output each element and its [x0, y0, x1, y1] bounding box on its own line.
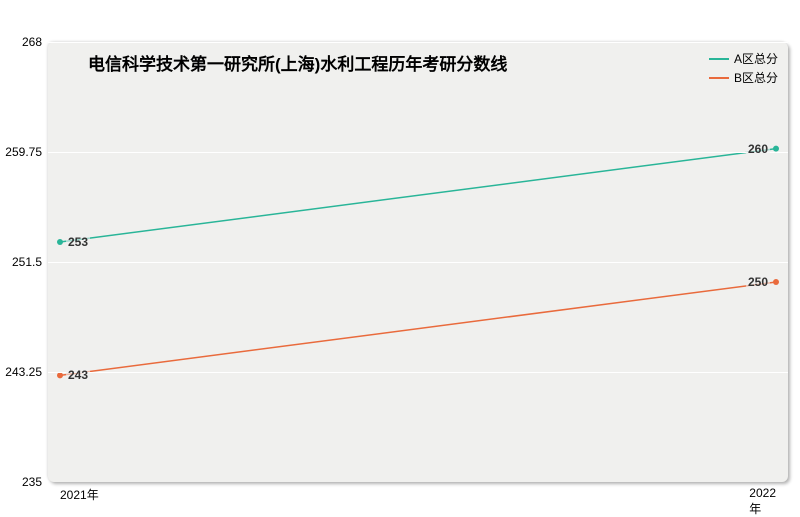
- y-tick-label: 235: [0, 475, 42, 489]
- data-label: 250: [746, 275, 770, 289]
- data-label: 260: [746, 142, 770, 156]
- chart-lines-svg: [0, 0, 800, 500]
- x-tick-label: 2021年: [60, 486, 99, 503]
- series-marker: [773, 146, 779, 152]
- gridline: [48, 372, 788, 373]
- y-tick-label: 268: [0, 35, 42, 49]
- series-line-1: [60, 282, 776, 375]
- series-marker: [57, 372, 63, 378]
- chart-container: 电信科学技术第一研究所(上海)水利工程历年考研分数线 A区总分 B区总分 235…: [0, 0, 800, 500]
- gridline: [48, 152, 788, 153]
- y-tick-label: 259.75: [0, 145, 42, 159]
- series-marker: [773, 279, 779, 285]
- data-label: 253: [66, 235, 90, 249]
- gridline: [48, 262, 788, 263]
- y-tick-label: 251.5: [0, 255, 42, 269]
- gridline: [48, 42, 788, 43]
- data-label: 243: [66, 368, 90, 382]
- series-line-0: [60, 149, 776, 242]
- x-tick-label: 2022年: [749, 486, 776, 517]
- y-tick-label: 243.25: [0, 365, 42, 379]
- series-marker: [57, 239, 63, 245]
